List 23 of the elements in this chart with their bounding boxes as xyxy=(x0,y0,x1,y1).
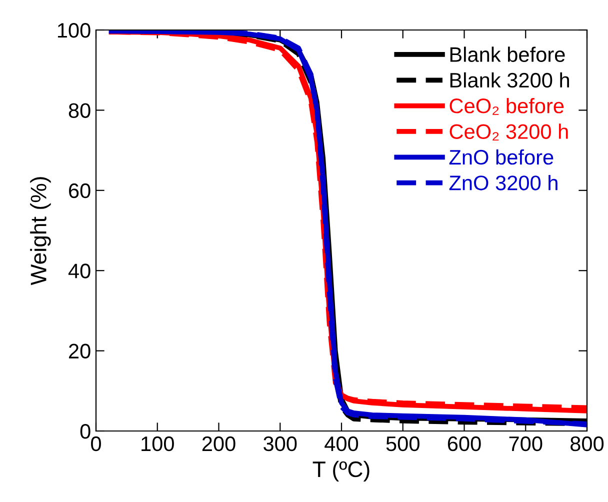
x-tick-label: 600 xyxy=(448,436,481,452)
x-tick-label: 800 xyxy=(570,436,604,452)
x-tick-label: 300 xyxy=(264,436,297,452)
y-tick-label: 20 xyxy=(69,344,90,359)
x-axis-title: T (ºC) xyxy=(312,460,370,482)
y-tick-label: 60 xyxy=(69,183,90,198)
legend-label: ZnO 3200 h xyxy=(449,175,558,190)
y-tick-label: 100 xyxy=(58,23,90,38)
legend-label: Blank 3200 h xyxy=(450,72,569,88)
y-axis-title: Weight (%) xyxy=(30,177,51,286)
legend-label: CeO₂ before xyxy=(450,98,564,115)
legend-label: CeO₂ 3200 h xyxy=(450,124,568,141)
legend-label: ZnO before xyxy=(449,149,554,165)
y-tick-label: 0 xyxy=(80,424,90,439)
y-tick-label: 80 xyxy=(68,103,90,118)
x-tick-label: 0 xyxy=(91,436,101,452)
x-tick-label: 100 xyxy=(142,436,174,452)
x-tick-label: 200 xyxy=(202,436,236,452)
x-tick-label: 500 xyxy=(386,436,420,452)
legend-label: Blank before xyxy=(450,46,565,62)
x-tick-label: 400 xyxy=(324,436,358,452)
y-tick-label: 40 xyxy=(68,264,90,278)
x-tick-label: 700 xyxy=(509,436,542,452)
